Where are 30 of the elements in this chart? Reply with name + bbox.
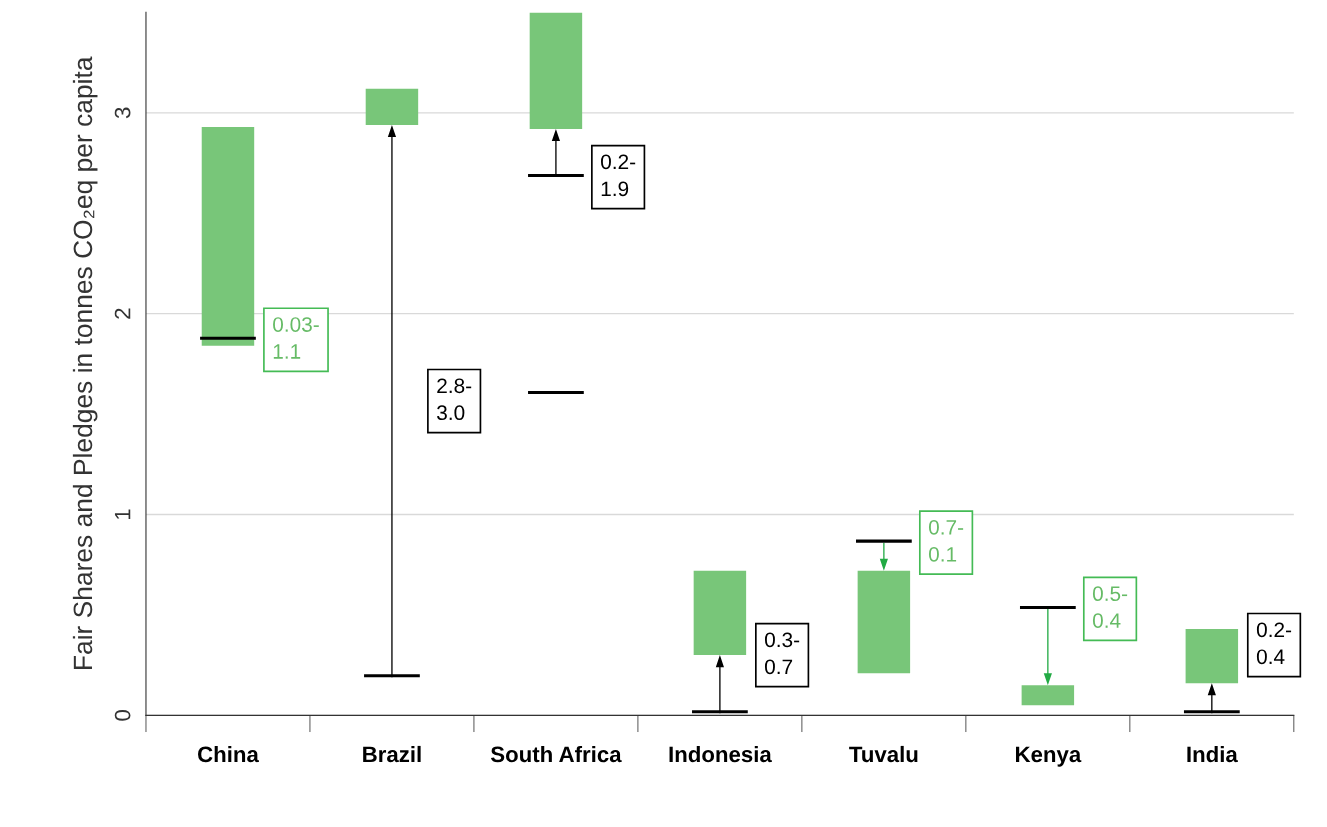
bar	[856, 539, 912, 543]
annotation: 0.03- 1.1	[273, 317, 319, 359]
bar	[200, 336, 256, 340]
annotation: 0.2- 0.4	[1256, 622, 1292, 665]
x-tick-label: Brazil	[363, 745, 421, 763]
bar	[1019, 605, 1076, 609]
x-tick-label: Indonesia	[669, 745, 772, 763]
x-tick-label: India	[1187, 745, 1238, 763]
bar	[1185, 628, 1239, 684]
annotation: 0.7- 0.1	[928, 519, 964, 562]
y-tick-label: 2	[114, 308, 131, 319]
y-tick-label: 3	[114, 107, 131, 119]
annotation: 0.5- 0.4	[1092, 586, 1128, 628]
bar	[528, 390, 584, 395]
bar	[857, 570, 911, 674]
bar	[529, 12, 583, 129]
y-tick-label: 1	[114, 509, 131, 519]
y-tick-label: 0	[114, 710, 131, 721]
bar	[1021, 685, 1075, 706]
x-tick-label: Kenya	[1015, 746, 1082, 767]
bar	[201, 126, 255, 346]
annotation: 0.3- 0.7	[764, 632, 800, 675]
bar	[365, 88, 419, 125]
x-tick-label: South Africa	[490, 745, 622, 763]
x-tick-label: Tuvalu	[849, 745, 918, 763]
annotation: 0.2- 1.9	[601, 154, 636, 197]
annotation: 2.8- 3.0	[437, 378, 472, 421]
bar	[693, 570, 747, 656]
x-tick-label: China	[198, 745, 259, 763]
y-axis-title: Fair Shares and Pledges in tonnes CO₂eq per capita	[72, 56, 98, 669]
